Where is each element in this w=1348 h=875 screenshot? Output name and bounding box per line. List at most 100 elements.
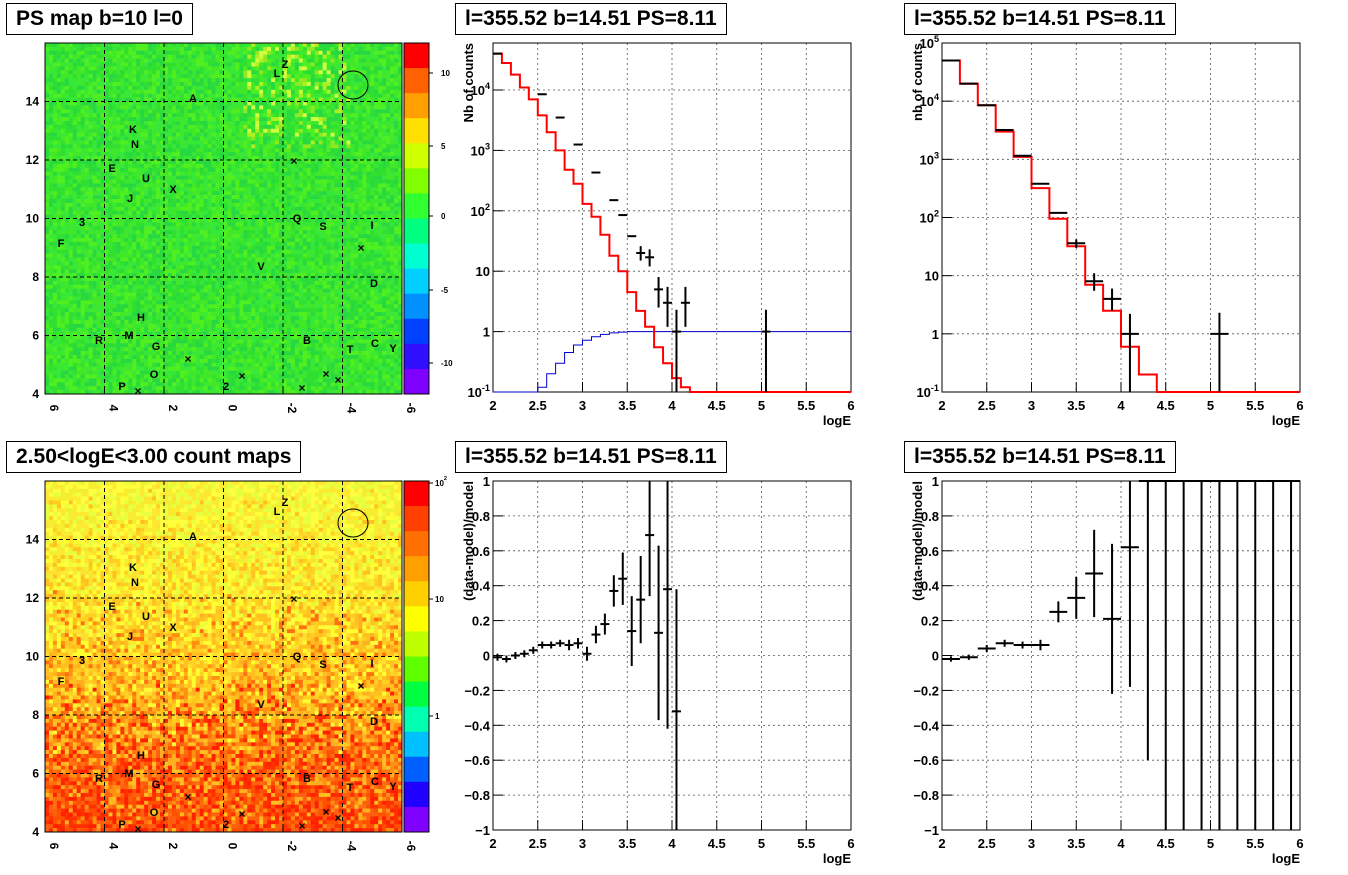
- heatmap-cell: [80, 390, 85, 395]
- heatmap-cell: [160, 347, 165, 352]
- heatmap-cell: [132, 58, 137, 63]
- heatmap-cell: [223, 335, 228, 340]
- heatmap-cell: [112, 160, 117, 165]
- heatmap-cell: [195, 312, 200, 317]
- heatmap-cell: [112, 206, 117, 211]
- heatmap-cell: [247, 343, 252, 348]
- heatmap-cell: [175, 109, 181, 114]
- heatmap-cell: [203, 191, 208, 196]
- heatmap-cell: [116, 238, 121, 243]
- heatmap-cell: [124, 245, 129, 250]
- heatmap-cell: [263, 93, 268, 98]
- heatmap-cell: [167, 238, 173, 243]
- heatmap-cell: [116, 167, 121, 172]
- heatmap-cell: [191, 277, 197, 282]
- heatmap-cell: [223, 261, 228, 266]
- heatmap-cell: [96, 343, 101, 348]
- heatmap-cell: [167, 66, 173, 71]
- heatmap-cell: [132, 292, 137, 297]
- heatmap-cell: [88, 70, 93, 75]
- heatmap-cell: [164, 390, 169, 395]
- heatmap-cell: [52, 175, 58, 180]
- heatmap-cell: [45, 296, 50, 301]
- heatmap-cell: [164, 358, 169, 364]
- heatmap-cell: [219, 54, 224, 59]
- heatmap-cell: [84, 358, 89, 364]
- heatmap-cell: [100, 50, 105, 55]
- heatmap-cell: [251, 171, 256, 176]
- heatmap-cell: [235, 300, 240, 305]
- heatmap-cell: [72, 226, 78, 231]
- heatmap-cell: [148, 339, 153, 344]
- heatmap-cell: [160, 54, 165, 59]
- heatmap-cell: [60, 163, 66, 169]
- heatmap-cell: [227, 269, 232, 274]
- heatmap-cell: [231, 382, 236, 387]
- heatmap-cell: [164, 46, 169, 52]
- heatmap-cell: [64, 101, 70, 106]
- heatmap-cell: [84, 280, 89, 286]
- heatmap-cell: [112, 339, 117, 344]
- heatmap-cell: [191, 257, 197, 262]
- heatmap-cell: [48, 43, 54, 48]
- heatmap-cell: [255, 70, 260, 75]
- heatmap-cell: [100, 257, 105, 262]
- heatmap-cell: [259, 323, 264, 328]
- heatmap-cell: [223, 82, 228, 87]
- heatmap-cell: [171, 226, 177, 231]
- heatmap-cell: [148, 238, 153, 243]
- heatmap-cell: [84, 179, 89, 184]
- heatmap-cell: [116, 304, 121, 309]
- heatmap-cell: [179, 218, 185, 223]
- heatmap-cell: [112, 277, 117, 282]
- heatmap-cell: [187, 316, 193, 321]
- heatmap-cell: [191, 347, 197, 352]
- heatmap-cell: [88, 277, 93, 282]
- heatmap-cell: [148, 292, 153, 297]
- heatmap-cell: [263, 50, 268, 55]
- heatmap-cell: [72, 101, 78, 106]
- heatmap-cell: [179, 160, 185, 165]
- heatmap-cell: [56, 152, 62, 157]
- heatmap-cell: [92, 128, 97, 133]
- heatmap-cell: [219, 273, 224, 278]
- heatmap-cell: [164, 50, 169, 55]
- heatmap-cell: [68, 292, 74, 297]
- heatmap-cell: [108, 277, 113, 282]
- heatmap-cell: [156, 210, 161, 215]
- heatmap-cell: [175, 105, 181, 110]
- heatmap-cell: [167, 241, 173, 247]
- heatmap-cell: [239, 46, 244, 52]
- heatmap-cell: [152, 191, 157, 196]
- heatmap-cell: [175, 93, 181, 98]
- heatmap-cell: [251, 218, 256, 223]
- heatmap-cell: [76, 304, 81, 309]
- heatmap-cell: [160, 93, 165, 98]
- heatmap-cell: [239, 257, 244, 262]
- heatmap-cell: [88, 46, 93, 52]
- heatmap-cell: [156, 316, 161, 321]
- heatmap-cell: [171, 222, 177, 227]
- heatmap-cell: [92, 355, 97, 360]
- heatmap-cell: [124, 183, 129, 188]
- heatmap-cell: [223, 160, 228, 165]
- heatmap-cell: [195, 82, 200, 87]
- heatmap-cell: [132, 378, 137, 383]
- heatmap-cell: [116, 343, 121, 348]
- heatmap-cell: [263, 128, 268, 133]
- heatmap-cell: [199, 156, 204, 161]
- heatmap-cell: [227, 46, 232, 52]
- heatmap-cell: [215, 187, 220, 192]
- heatmap-cell: [211, 206, 216, 211]
- heatmap-cell: [80, 230, 85, 235]
- heatmap-cell: [239, 222, 244, 227]
- heatmap-cell: [100, 202, 105, 208]
- heatmap-cell: [104, 280, 109, 286]
- heatmap-cell: [199, 222, 204, 227]
- heatmap-cell: [207, 89, 212, 94]
- heatmap-cell: [136, 105, 141, 110]
- heatmap-cell: [187, 191, 193, 196]
- heatmap-cell: [48, 89, 54, 94]
- heatmap-cell: [48, 167, 54, 172]
- heatmap-cell: [160, 78, 165, 83]
